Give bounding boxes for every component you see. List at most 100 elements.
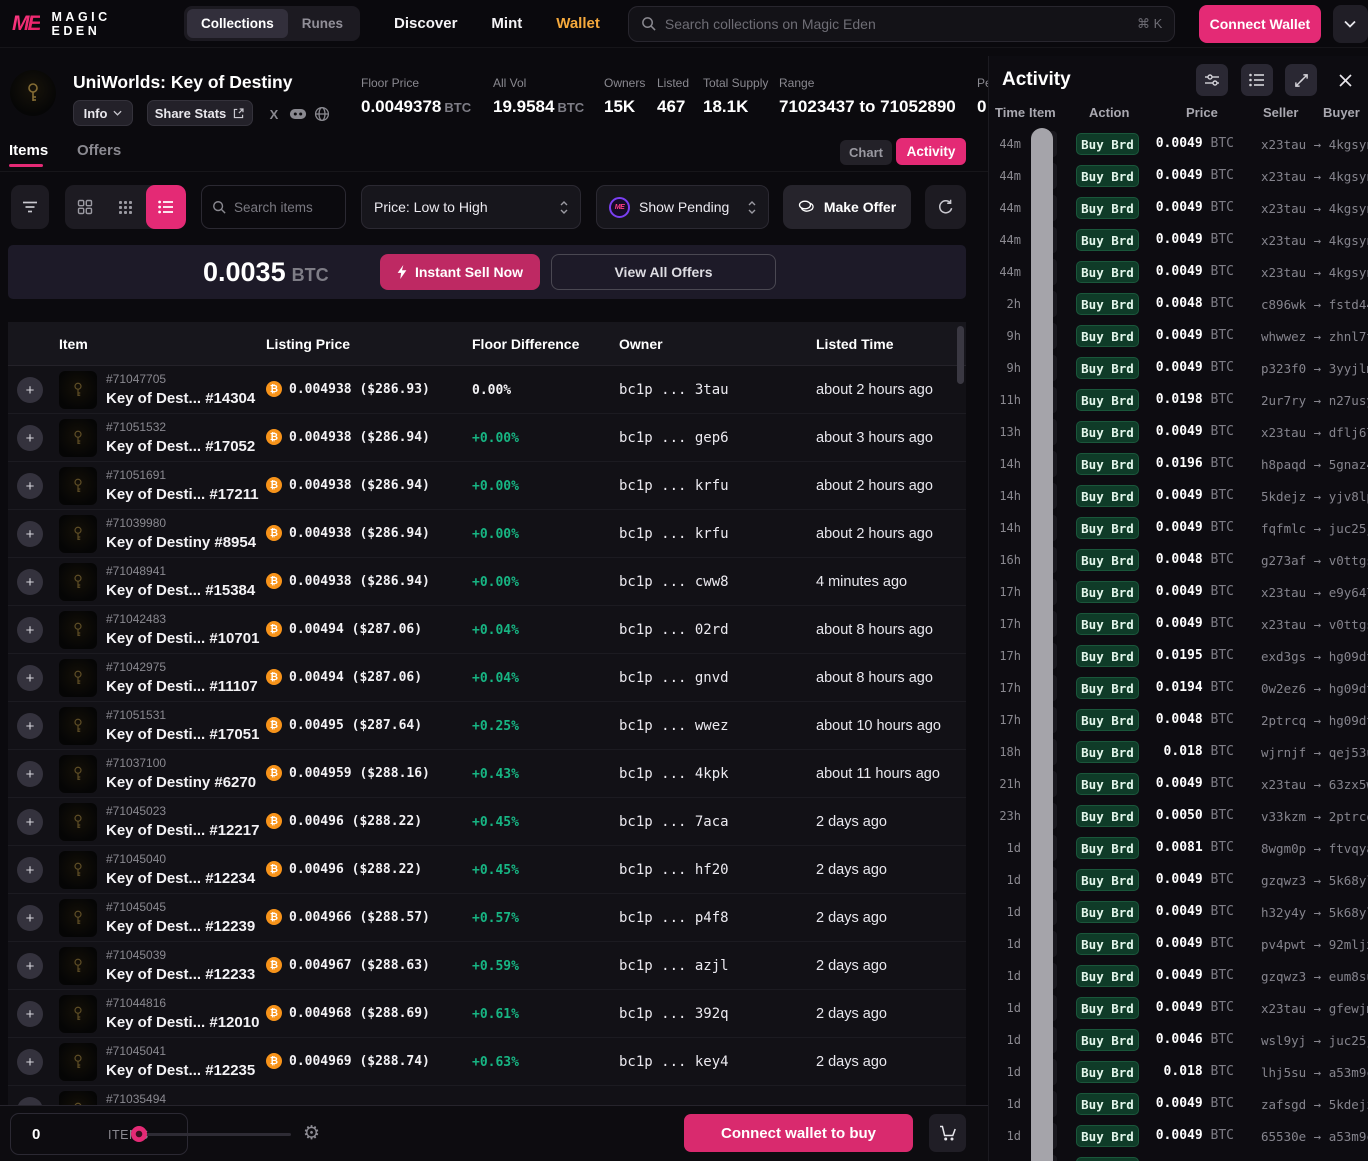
- activity-action-badge[interactable]: Buy Brd: [1076, 869, 1139, 891]
- view-all-offers-button[interactable]: View All Offers: [551, 254, 776, 290]
- activity-seller-buyer[interactable]: gzqwz3 → 5k68yl: [1261, 873, 1368, 888]
- item-name-cell[interactable]: #71048941 Key of Dest... #15384: [106, 564, 255, 599]
- activity-row[interactable]: 17h Buy Brd 0.0194 BTC 0w2ez6 → hg09dt: [989, 672, 1368, 704]
- add-to-cart-button[interactable]: +: [17, 425, 43, 451]
- owner-address[interactable]: bc1p ... 4kpk: [619, 766, 729, 782]
- items-search-input[interactable]: [234, 199, 335, 215]
- activity-action-badge[interactable]: Buy Brd: [1076, 325, 1139, 347]
- item-name-cell[interactable]: #71044816 Key of Desti... #12010: [106, 996, 259, 1031]
- activity-action-badge[interactable]: Buy Brd: [1076, 773, 1139, 795]
- owner-address[interactable]: bc1p ... cww8: [619, 574, 729, 590]
- discord-icon[interactable]: [288, 104, 308, 124]
- owner-address[interactable]: bc1p ... 392q: [619, 1006, 729, 1022]
- owner-address[interactable]: bc1p ... gnvd: [619, 670, 729, 686]
- activity-action-badge[interactable]: Buy Brd: [1076, 549, 1139, 571]
- collection-avatar[interactable]: [10, 70, 56, 116]
- activity-filter-button[interactable]: [1196, 64, 1228, 96]
- activity-seller-buyer[interactable]: p323f0 → 3yyjlm: [1261, 361, 1368, 376]
- tab-runes[interactable]: Runes: [288, 9, 357, 38]
- item-name-cell[interactable]: #71042483 Key of Desti... #10701: [106, 612, 259, 647]
- activity-action-badge[interactable]: Buy Brd: [1076, 933, 1139, 955]
- activity-row[interactable]: 1d Buy Brd 0.0049 BTC gzqwz3 → 5k68yl: [989, 864, 1368, 896]
- add-to-cart-button[interactable]: +: [17, 1049, 43, 1075]
- nav-link-mint[interactable]: Mint: [491, 15, 523, 32]
- activity-action-badge[interactable]: Buy Brd: [1076, 165, 1139, 187]
- activity-action-badge[interactable]: Buy Brd: [1076, 1157, 1139, 1161]
- activity-seller-buyer[interactable]: 5kdejz → yjv8lp: [1261, 489, 1368, 504]
- owner-address[interactable]: bc1p ... wwez: [619, 718, 729, 734]
- instant-sell-button[interactable]: Instant Sell Now: [380, 254, 540, 290]
- activity-action-badge[interactable]: Buy Brd: [1076, 293, 1139, 315]
- add-to-cart-button[interactable]: +: [17, 617, 43, 643]
- activity-seller-buyer[interactable]: x23tau → 63zx5w: [1261, 777, 1368, 792]
- add-to-cart-button[interactable]: +: [17, 473, 43, 499]
- activity-action-badge[interactable]: Buy Brd: [1076, 709, 1139, 731]
- activity-seller-buyer[interactable]: whwwez → zhnl7t: [1261, 329, 1368, 344]
- activity-list-view-button[interactable]: [1241, 64, 1273, 96]
- add-to-cart-button[interactable]: +: [17, 809, 43, 835]
- item-name-cell[interactable]: #71045041 Key of Dest... #12235: [106, 1044, 255, 1079]
- activity-seller-buyer[interactable]: wjrnjf → qej53u: [1261, 745, 1368, 760]
- item-thumbnail[interactable]: [59, 563, 97, 601]
- activity-seller-buyer[interactable]: zafsgd → 5kdejz: [1261, 1097, 1368, 1112]
- item-name-cell[interactable]: #71051691 Key of Desti... #17211: [106, 468, 259, 503]
- table-row[interactable]: + #71042975 Key of Desti... #11107 ₿ 0.0…: [8, 654, 966, 702]
- table-row[interactable]: + #71039980 Key of Destiny #8954 ₿ 0.004…: [8, 510, 966, 558]
- activity-row[interactable]: 16h Buy Brd 0.0048 BTC g273af → v0ttgs: [989, 544, 1368, 576]
- connect-wallet-button[interactable]: Connect Wallet: [1199, 4, 1321, 43]
- table-row[interactable]: + #71051691 Key of Desti... #17211 ₿ 0.0…: [8, 462, 966, 510]
- item-thumbnail[interactable]: [59, 995, 97, 1033]
- tab-offers[interactable]: Offers: [77, 142, 122, 159]
- magic-eden-home-link[interactable]: ME MAGIC EDEN: [12, 10, 156, 38]
- table-row[interactable]: + #71051532 Key of Dest... #17052 ₿ 0.00…: [8, 414, 966, 462]
- activity-row[interactable]: 1d Buy Brd 0.0049 BTC gzqwz3 → eum8su: [989, 960, 1368, 992]
- cart-button[interactable]: [929, 1114, 966, 1152]
- filter-button[interactable]: [11, 185, 49, 229]
- slider-knob[interactable]: [131, 1126, 147, 1142]
- item-thumbnail[interactable]: [59, 419, 97, 457]
- item-name-cell[interactable]: #71045023 Key of Desti... #12217: [106, 804, 259, 839]
- activity-toggle-button[interactable]: Activity: [896, 138, 966, 165]
- table-row[interactable]: + #71048941 Key of Dest... #15384 ₿ 0.00…: [8, 558, 966, 606]
- activity-action-badge[interactable]: Buy Brd: [1076, 133, 1139, 155]
- activity-action-badge[interactable]: Buy Brd: [1076, 229, 1139, 251]
- activity-seller-buyer[interactable]: x23tau → 4kgsyn: [1261, 233, 1368, 248]
- connect-wallet-to-buy-button[interactable]: Connect wallet to buy: [684, 1114, 913, 1152]
- add-to-cart-button[interactable]: +: [17, 1001, 43, 1027]
- add-to-cart-button[interactable]: +: [17, 905, 43, 931]
- nav-link-discover[interactable]: Discover: [394, 15, 458, 32]
- sort-dropdown[interactable]: Price: Low to High: [361, 185, 581, 229]
- owner-address[interactable]: bc1p ... 02rd: [619, 622, 729, 638]
- activity-seller-buyer[interactable]: h8paqd → 5gnaz4: [1261, 457, 1368, 472]
- table-row[interactable]: + #71045045 Key of Dest... #12239 ₿ 0.00…: [8, 894, 966, 942]
- table-row[interactable]: + #71037100 Key of Destiny #6270 ₿ 0.004…: [8, 750, 966, 798]
- gear-icon[interactable]: ⚙: [303, 1122, 321, 1144]
- item-thumbnail[interactable]: [59, 1043, 97, 1081]
- activity-action-badge[interactable]: Buy Brd: [1076, 1061, 1139, 1083]
- activity-seller-buyer[interactable]: c896wk → fstd44: [1261, 297, 1368, 312]
- owner-address[interactable]: bc1p ... hf20: [619, 862, 729, 878]
- add-to-cart-button[interactable]: +: [17, 377, 43, 403]
- activity-seller-buyer[interactable]: 2ptrcq → hg09dt: [1261, 713, 1368, 728]
- activity-action-badge[interactable]: Buy Brd: [1076, 261, 1139, 283]
- activity-action-badge[interactable]: Buy Brd: [1076, 901, 1139, 923]
- info-dropdown-button[interactable]: Info: [73, 100, 133, 126]
- activity-action-badge[interactable]: Buy Brd: [1076, 645, 1139, 667]
- activity-seller-buyer[interactable]: fqfmlc → juc25j: [1261, 521, 1368, 536]
- item-name-cell[interactable]: #71035494: [106, 1092, 166, 1110]
- activity-action-badge[interactable]: Buy Brd: [1076, 965, 1139, 987]
- item-thumbnail[interactable]: [59, 611, 97, 649]
- table-row[interactable]: + #71045040 Key of Dest... #12234 ₿ 0.00…: [8, 846, 966, 894]
- share-stats-button[interactable]: Share Stats: [147, 100, 253, 126]
- dense-grid-view-button[interactable]: [105, 185, 145, 229]
- activity-action-badge[interactable]: Buy Brd: [1076, 741, 1139, 763]
- activity-row[interactable]: 1d Buy Brd 0.0049 BTC h32y4y → 5k68yl: [989, 896, 1368, 928]
- activity-seller-buyer[interactable]: lhj5su → a53m9c: [1261, 1065, 1368, 1080]
- activity-action-badge[interactable]: Buy Brd: [1076, 1029, 1139, 1051]
- owner-address[interactable]: bc1p ... key4: [619, 1054, 729, 1070]
- global-search[interactable]: ⌘ K: [627, 5, 1176, 42]
- activity-action-badge[interactable]: Buy Brd: [1076, 517, 1139, 539]
- activity-close-button[interactable]: [1329, 64, 1361, 96]
- table-row[interactable]: + #71047705 Key of Dest... #14304 ₿ 0.00…: [8, 366, 966, 414]
- global-search-input[interactable]: [664, 15, 1137, 32]
